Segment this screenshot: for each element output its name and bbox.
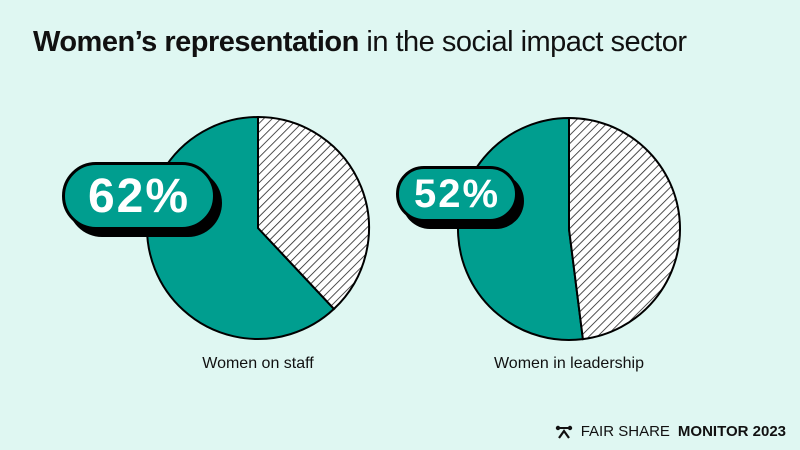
pie-slice-women [457, 116, 585, 341]
pie-slice-other [257, 115, 370, 311]
page-title: Women’s representation in the social imp… [33, 26, 687, 59]
leadership-percentage-badge: 52% [396, 166, 518, 222]
staff-percentage-badge: 62% [62, 162, 216, 230]
brand-monitor: MONITOR 2023 [677, 423, 786, 440]
fair-share-logo-icon [555, 425, 572, 439]
leadership-pie-label: Women in leadership [493, 355, 644, 372]
brand-logo: FAIR SHARE MONITOR 2023 [555, 423, 786, 440]
brand-name: FAIR SHARE [580, 423, 670, 440]
title-rest: in the social impact sector [358, 26, 687, 58]
staff-pie-label: Women on staff [202, 355, 314, 372]
pie-slice-other [568, 116, 681, 341]
title-bold: Women’s representation [33, 26, 359, 58]
